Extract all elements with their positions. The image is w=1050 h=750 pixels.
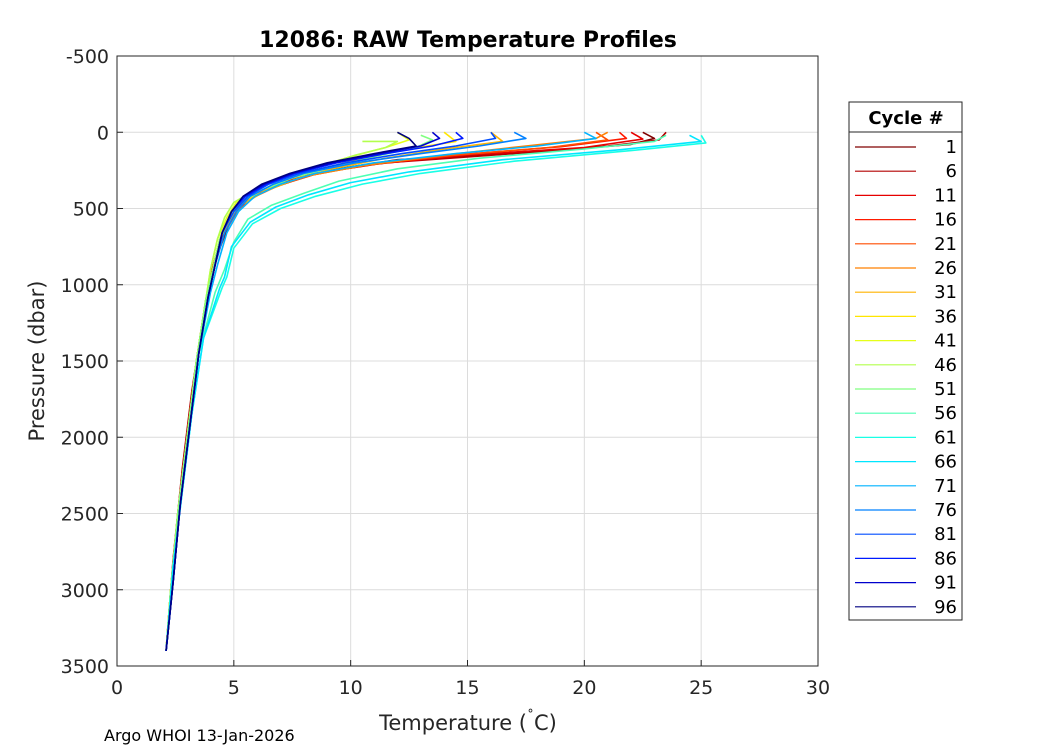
y-tick-label: 0: [97, 122, 109, 144]
x-tick-label: 5: [228, 677, 240, 699]
legend-label-cycle-31: 31: [934, 282, 957, 303]
y-axis-ticks: -500 0 500 1000 1500 2000 2500 3000 3500: [61, 46, 123, 678]
y-tick-label: 2000: [61, 427, 109, 449]
legend-label-cycle-96: 96: [934, 597, 957, 618]
legend-label-cycle-71: 71: [934, 476, 957, 497]
legend-label-cycle-1: 1: [946, 137, 957, 158]
legend-label-cycle-16: 16: [934, 210, 957, 231]
legend-label-cycle-86: 86: [934, 548, 957, 569]
x-axis-ticks: 0 5 10 15 20 25 30: [111, 660, 830, 699]
y-tick-label: 2500: [61, 504, 109, 526]
y-tick-label: 1000: [61, 275, 109, 297]
x-axis-label: Temperature (˚C): [378, 708, 557, 735]
legend: Cycle # 16111621263136414651566166717681…: [848, 101, 963, 621]
x-tick-label: 10: [339, 677, 363, 699]
x-tick-label: 15: [455, 677, 479, 699]
legend-label-cycle-61: 61: [934, 427, 957, 448]
y-axis-label: Pressure (dbar): [25, 281, 49, 442]
legend-label-cycle-6: 6: [946, 161, 957, 182]
x-axis-label-degree: ˚: [527, 708, 534, 725]
legend-label-cycle-91: 91: [934, 573, 957, 594]
chart-title: 12086: RAW Temperature Profiles: [259, 28, 677, 53]
legend-label-cycle-21: 21: [934, 234, 957, 255]
x-tick-label: 20: [572, 677, 596, 699]
y-tick-label: 3500: [61, 656, 109, 678]
legend-label-cycle-56: 56: [934, 403, 957, 424]
y-tick-label: 1500: [61, 351, 109, 373]
legend-label-cycle-26: 26: [934, 258, 957, 279]
legend-label-cycle-51: 51: [934, 379, 957, 400]
legend-label-cycle-41: 41: [934, 331, 957, 352]
y-tick-label: 3000: [61, 580, 109, 602]
x-axis-label-end: C): [534, 711, 557, 735]
legend-label-cycle-11: 11: [934, 185, 957, 206]
legend-title: Cycle #: [868, 108, 943, 129]
series-line-cycle-96: [165, 131, 417, 651]
legend-label-cycle-81: 81: [934, 524, 957, 545]
y-tick-label: 500: [73, 199, 109, 221]
footer-text: Argo WHOI 13-Jan-2026: [104, 726, 295, 745]
legend-label-cycle-76: 76: [934, 500, 957, 521]
legend-label-cycle-36: 36: [934, 306, 957, 327]
x-axis-label-main: Temperature (: [378, 711, 527, 735]
x-tick-label: 25: [689, 677, 713, 699]
y-tick-label: -500: [66, 46, 109, 68]
x-tick-label: 30: [806, 677, 830, 699]
x-tick-label: 0: [111, 677, 123, 699]
legend-label-cycle-46: 46: [934, 355, 957, 376]
series-group: [165, 131, 707, 651]
legend-label-cycle-66: 66: [934, 452, 957, 473]
